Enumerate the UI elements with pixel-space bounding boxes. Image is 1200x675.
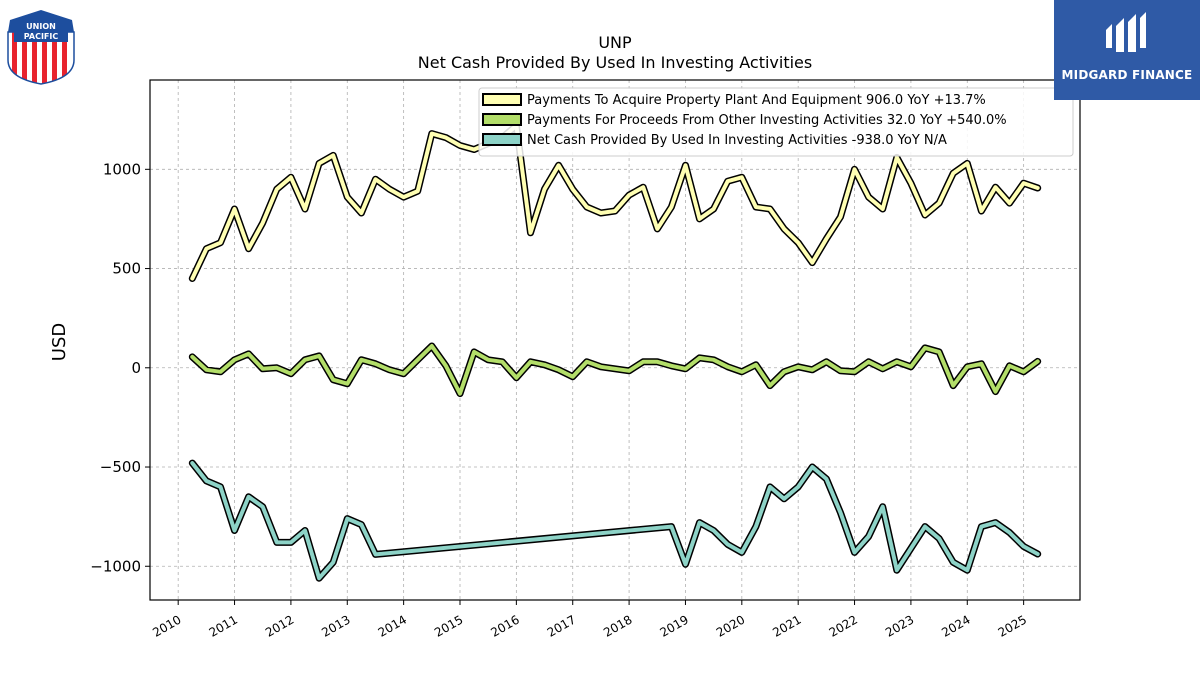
- x-tick-label: 2021: [770, 612, 803, 639]
- x-tick-label: 2020: [714, 612, 747, 639]
- legend-swatch: [482, 93, 522, 106]
- y-tick-label: −500: [100, 458, 141, 476]
- series-3-line: [190, 461, 1040, 581]
- legend: Payments To Acquire Property Plant And E…: [478, 87, 1074, 157]
- legend-swatch: [482, 113, 522, 126]
- legend-entry-label: Net Cash Provided By Used In Investing A…: [527, 133, 947, 148]
- legend-entry-label: Payments For Proceeds From Other Investi…: [527, 113, 1007, 128]
- series-group: [188, 122, 1042, 582]
- plot-area-frame: [149, 79, 1081, 601]
- x-tick-label: 2011: [207, 612, 240, 639]
- x-tick-label: 2013: [319, 612, 352, 639]
- series-1-line: [190, 123, 1040, 281]
- x-tick-label: 2017: [545, 612, 578, 639]
- y-tick-label: 1000: [103, 160, 141, 178]
- legend-box: [478, 87, 1074, 157]
- y-tick-label: −1000: [90, 557, 141, 575]
- y-tick-label: 500: [112, 260, 141, 278]
- x-tick-label: 2019: [658, 612, 691, 639]
- series-2-line: [190, 344, 1040, 396]
- legend-swatch: [482, 133, 522, 146]
- x-tick-label: 2023: [883, 612, 916, 639]
- x-tick-label: 2010: [150, 612, 183, 639]
- x-tick-label: 2012: [263, 612, 296, 639]
- svg-text:PACIFIC: PACIFIC: [24, 32, 59, 41]
- midgard-mark-icon: [1106, 12, 1146, 52]
- y-axis-label: USD: [49, 323, 70, 361]
- x-tick-label: 2014: [376, 612, 409, 639]
- x-tick-label: 2016: [488, 612, 521, 639]
- grid: [150, 80, 1080, 600]
- chart-subtitle: Net Cash Provided By Used In Investing A…: [418, 53, 812, 72]
- x-tick-label: 2015: [432, 612, 465, 639]
- y-axis-ticks: −1000 −500 0 500 1000: [90, 160, 150, 575]
- x-tick-label: 2018: [601, 612, 634, 639]
- x-tick-label: 2024: [939, 612, 972, 639]
- x-tick-label: 2022: [827, 612, 860, 639]
- chart-title: UNP: [598, 33, 632, 52]
- y-tick-label: 0: [131, 359, 141, 377]
- union-pacific-logo: UNION PACIFIC: [6, 8, 76, 90]
- x-axis-ticks: 2010 2011 2012 2013 2014 2015 2016 2017 2018 2019…: [150, 600, 1029, 640]
- midgard-finance-logo: MIDGARD FINANCE: [1054, 0, 1200, 100]
- legend-entry-label: Payments To Acquire Property Plant And E…: [527, 93, 986, 108]
- x-tick-label: 2025: [996, 612, 1029, 639]
- brand-name: MIDGARD FINANCE: [1061, 68, 1193, 82]
- svg-text:UNION: UNION: [26, 22, 56, 31]
